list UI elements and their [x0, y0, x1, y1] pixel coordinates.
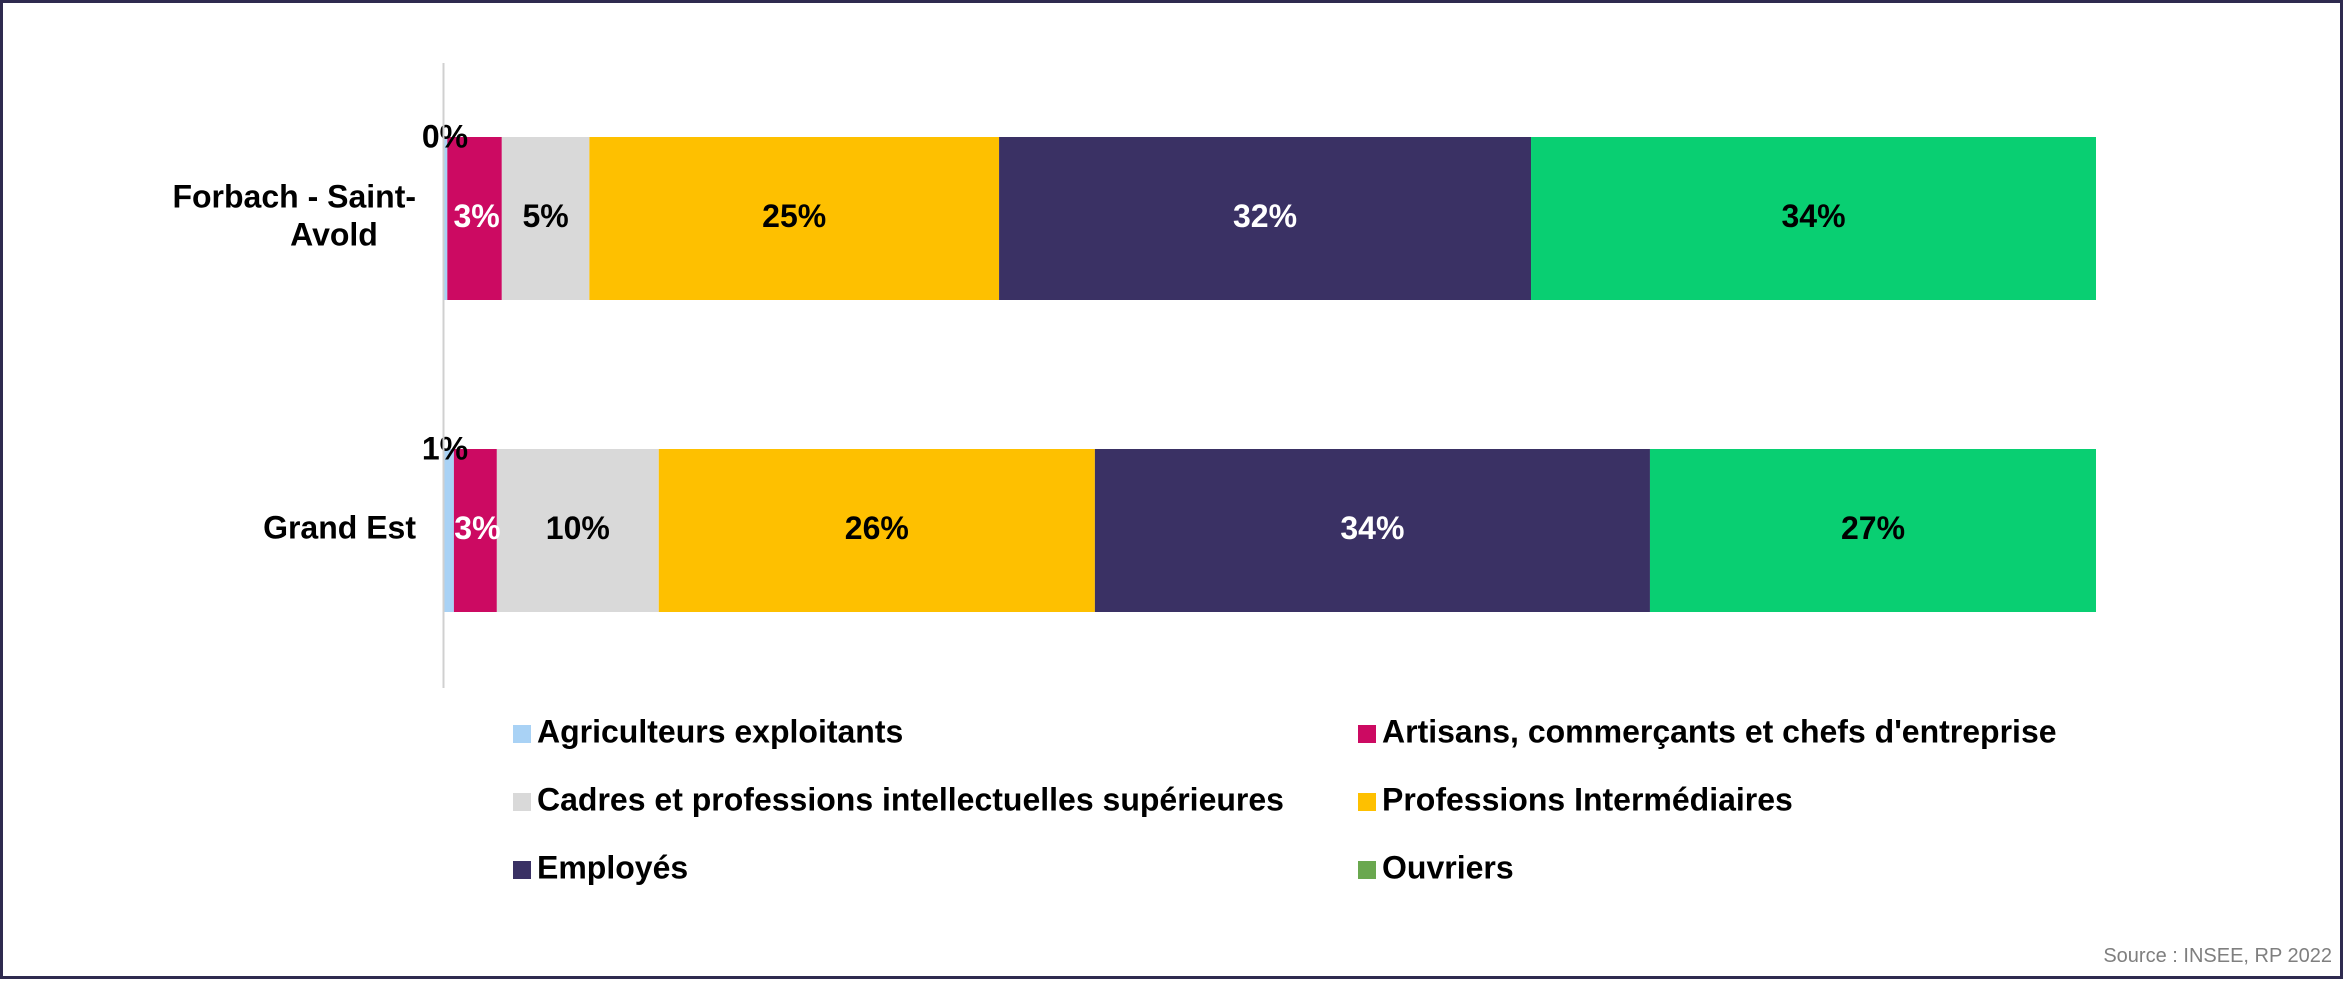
legend-item-cadres-et-professions-intellectuelles-superieures: Cadres et professions intellectuelles su… [513, 781, 1284, 817]
legend-item-employes: Employés [513, 849, 688, 885]
legend-swatch [513, 861, 531, 879]
source-note: Source : INSEE, RP 2022 [2103, 945, 2332, 967]
legend-item-professions-intermediaires: Professions Intermédiaires [1358, 781, 1793, 817]
bar-segment-agriculteurs-exploitants-2 [444, 449, 454, 612]
data-labels-layer: 0% 3% 5% 25% 32% 34% 1% 3% 10% 26% 34% 27% [422, 118, 1905, 546]
legend-label: Agriculteurs exploitants [537, 713, 903, 749]
legend-swatch [513, 793, 531, 811]
data-label-cadres-et-professions-intellectuelles-superieures-2: 10% [546, 510, 610, 546]
legend: Agriculteurs exploitants Artisans, commer… [513, 713, 2057, 885]
category-label-grand-est: Grand Est [263, 510, 416, 546]
legend-item-agriculteurs-exploitants: Agriculteurs exploitants [513, 713, 903, 749]
data-label-employes-2: 34% [1340, 510, 1404, 546]
bars-layer [444, 137, 2096, 612]
legend-swatch [1358, 861, 1376, 879]
data-label-agriculteurs-exploitants-1: 0% [422, 118, 468, 154]
data-label-professions-intermediaires-1: 25% [762, 198, 826, 234]
bar-segment-employes-1 [999, 137, 1532, 300]
bar-segment-agriculteurs-exploitants-1 [444, 137, 448, 300]
legend-label: Artisans, commerçants et chefs d'entrepr… [1382, 713, 2057, 749]
category-labels-layer: Forbach - Saint-Avold Grand Est [172, 179, 416, 546]
bar-segment-artisans-commercants-et-chefs-d-entreprise-1 [447, 137, 502, 300]
bar-segment-ouvriers-2 [1649, 449, 2096, 612]
data-label-ouvriers-1: 34% [1781, 198, 1845, 234]
data-label-professions-intermediaires-2: 26% [845, 510, 909, 546]
bar-segment-cadres-et-professions-intellectuelles-superieures-1 [501, 137, 590, 300]
data-label-cadres-et-professions-intellectuelles-superieures-1: 5% [522, 198, 568, 234]
legend-label: Employés [537, 849, 688, 885]
legend-label: Professions Intermédiaires [1382, 781, 1793, 817]
legend-item-artisans-commercants-et-chefs-d-entreprise: Artisans, commerçants et chefs d'entrepr… [1358, 713, 2057, 749]
legend-swatch [1358, 793, 1376, 811]
bar-segment-cadres-et-professions-intellectuelles-superieures-2 [496, 449, 659, 612]
legend-label: Ouvriers [1382, 849, 1514, 885]
bar-segment-professions-intermediaires-2 [658, 449, 1095, 612]
legend-label: Cadres et professions intellectuelles su… [537, 781, 1284, 817]
legend-swatch [1358, 725, 1376, 743]
bar-segment-artisans-commercants-et-chefs-d-entreprise-2 [453, 449, 497, 612]
bar-segment-professions-intermediaires-1 [589, 137, 1000, 300]
stacked-bar-chart: 0% 3% 5% 25% 32% 34% 1% 3% 10% 26% 34% 27% Forbach … [172, 63, 2096, 885]
bar-segment-employes-2 [1094, 449, 1650, 612]
data-label-ouvriers-2: 27% [1841, 510, 1905, 546]
bar-segment-ouvriers-1 [1531, 137, 2096, 300]
data-label-artisans-commercants-et-chefs-d-entreprise-2: 3% [454, 510, 500, 546]
data-label-artisans-commercants-et-chefs-d-entreprise-1: 3% [453, 198, 499, 234]
legend-item-ouvriers: Ouvriers [1358, 849, 1514, 885]
category-label-forbach-saint-avold: Forbach - Saint-Avold [172, 179, 416, 253]
data-label-agriculteurs-exploitants-2: 1% [422, 430, 468, 466]
data-label-employes-1: 32% [1233, 198, 1297, 234]
legend-swatch [513, 725, 531, 743]
